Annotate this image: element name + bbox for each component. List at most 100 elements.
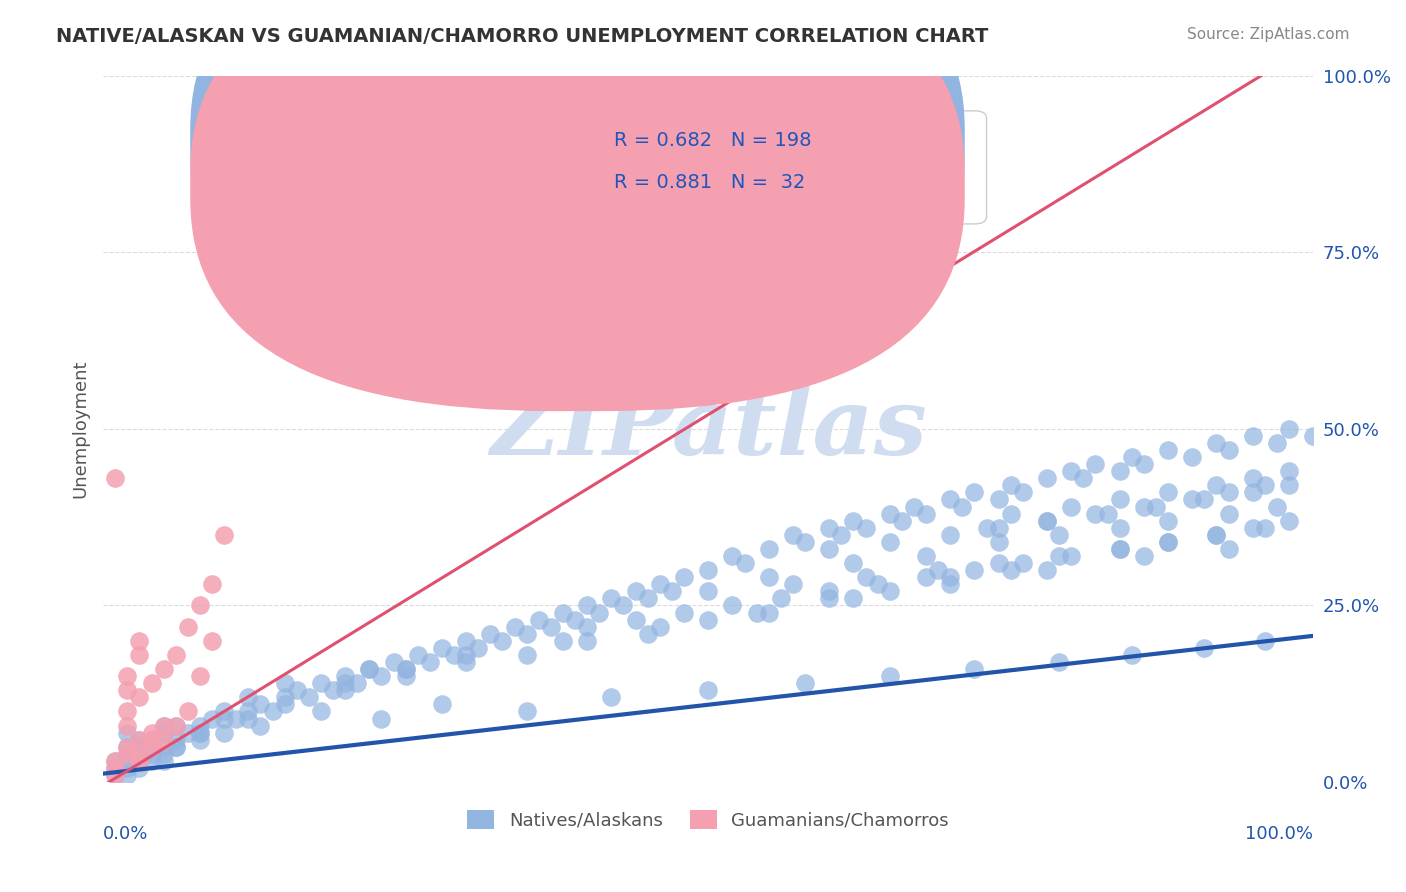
Point	[564, 613, 586, 627]
Point	[818, 584, 841, 599]
Point	[939, 492, 962, 507]
Point	[540, 620, 562, 634]
Point	[830, 528, 852, 542]
Point	[249, 718, 271, 732]
Point	[600, 591, 623, 606]
Point	[855, 570, 877, 584]
Point	[201, 633, 224, 648]
Text: ZIPatlas: ZIPatlas	[489, 384, 927, 474]
Point	[117, 761, 139, 775]
Point	[987, 556, 1010, 570]
Point	[818, 521, 841, 535]
Point	[141, 747, 163, 761]
Point	[238, 690, 260, 705]
Point	[298, 690, 321, 705]
Point	[1060, 464, 1083, 478]
Point	[382, 655, 405, 669]
Point	[273, 690, 295, 705]
Point	[939, 528, 962, 542]
Point	[963, 563, 986, 577]
Point	[1157, 534, 1180, 549]
Point	[697, 584, 720, 599]
Point	[987, 521, 1010, 535]
Point	[128, 633, 150, 648]
Point	[141, 739, 163, 754]
Point	[963, 485, 986, 500]
Point	[212, 712, 235, 726]
Point	[117, 669, 139, 683]
Point	[128, 761, 150, 775]
Point	[987, 492, 1010, 507]
Point	[1036, 514, 1059, 528]
Point	[104, 768, 127, 782]
Point	[1278, 514, 1301, 528]
Point	[672, 570, 695, 584]
Point	[1181, 450, 1204, 464]
Point	[915, 549, 938, 563]
Point	[1108, 541, 1130, 556]
Point	[395, 669, 418, 683]
Point	[758, 570, 780, 584]
Point	[879, 584, 901, 599]
Point	[165, 732, 187, 747]
Point	[842, 514, 865, 528]
Point	[551, 633, 574, 648]
Point	[152, 739, 174, 754]
Point	[818, 541, 841, 556]
Point	[117, 768, 139, 782]
Point	[551, 606, 574, 620]
Point	[165, 648, 187, 662]
Point	[456, 648, 478, 662]
Point	[842, 556, 865, 570]
Point	[249, 698, 271, 712]
Point	[467, 640, 489, 655]
Point	[128, 747, 150, 761]
Text: R = 0.881   N =  32: R = 0.881 N = 32	[614, 173, 806, 193]
Point	[117, 705, 139, 719]
Point	[1241, 471, 1264, 485]
Point	[1108, 541, 1130, 556]
Point	[346, 676, 368, 690]
Point	[1073, 471, 1095, 485]
Point	[987, 534, 1010, 549]
Point	[612, 599, 634, 613]
Point	[177, 620, 200, 634]
Point	[188, 732, 211, 747]
Point	[152, 718, 174, 732]
Point	[117, 683, 139, 698]
Point	[104, 471, 127, 485]
Point	[430, 640, 453, 655]
Point	[262, 705, 284, 719]
Point	[1218, 507, 1240, 521]
Point	[1108, 464, 1130, 478]
Point	[866, 577, 889, 591]
Point	[188, 669, 211, 683]
Point	[745, 606, 768, 620]
Point	[624, 584, 647, 599]
Point	[1205, 528, 1227, 542]
Point	[273, 676, 295, 690]
Point	[1060, 549, 1083, 563]
Point	[188, 725, 211, 739]
Point	[177, 705, 200, 719]
Point	[1265, 436, 1288, 450]
FancyBboxPatch shape	[190, 0, 965, 368]
Point	[141, 732, 163, 747]
Point	[588, 606, 610, 620]
Point	[104, 754, 127, 768]
Point	[939, 577, 962, 591]
Point	[1036, 563, 1059, 577]
Point	[1205, 478, 1227, 492]
Point	[1278, 422, 1301, 436]
Point	[915, 507, 938, 521]
Point	[1265, 500, 1288, 514]
Point	[576, 620, 599, 634]
Point	[117, 739, 139, 754]
Point	[1047, 655, 1070, 669]
FancyBboxPatch shape	[190, 0, 965, 411]
Point	[648, 577, 671, 591]
Point	[1205, 436, 1227, 450]
Point	[915, 570, 938, 584]
Point	[456, 633, 478, 648]
Point	[359, 662, 381, 676]
